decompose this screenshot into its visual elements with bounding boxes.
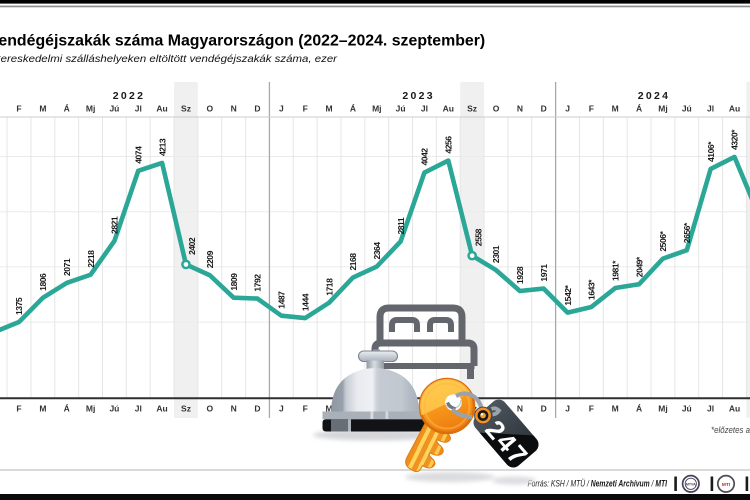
svg-text:N: N <box>517 404 523 414</box>
svg-text:Sz: Sz <box>181 104 191 114</box>
svg-text:Au: Au <box>156 404 167 414</box>
svg-text:Jl: Jl <box>421 104 428 114</box>
svg-text:F: F <box>589 104 594 114</box>
svg-text:Jl: Jl <box>707 404 714 414</box>
svg-text:Jl: Jl <box>135 104 142 114</box>
svg-text:2024: 2024 <box>638 90 671 102</box>
svg-text:J: J <box>565 404 570 414</box>
svg-text:M: M <box>326 404 333 414</box>
svg-text:F: F <box>303 404 308 414</box>
svg-text:A kereskedelmi szálláshelyeken: A kereskedelmi szálláshelyeken eltöltött… <box>0 53 338 65</box>
svg-text:2301: 2301 <box>491 245 501 263</box>
svg-text:2023: 2023 <box>402 90 435 102</box>
svg-text:Mj: Mj <box>86 104 95 114</box>
svg-text:Jú: Jú <box>109 404 119 414</box>
svg-text:N: N <box>231 104 237 114</box>
svg-text:4074: 4074 <box>133 146 143 164</box>
svg-text:1375: 1375 <box>14 297 24 315</box>
svg-text:4106*: 4106* <box>706 141 716 162</box>
svg-text:M: M <box>612 104 619 114</box>
svg-text:2022: 2022 <box>113 90 146 102</box>
svg-text:1643*: 1643* <box>587 279 597 300</box>
svg-text:2168: 2168 <box>348 253 358 271</box>
svg-text:Mj: Mj <box>658 404 667 414</box>
svg-text:Sz: Sz <box>467 104 477 114</box>
svg-text:Au: Au <box>443 104 454 114</box>
svg-text:1981*: 1981* <box>610 260 620 281</box>
svg-text:Á: Á <box>64 104 70 114</box>
svg-text:O: O <box>206 104 213 114</box>
svg-text:J: J <box>279 104 284 114</box>
svg-text:*előzetes adat: *előzetes adat <box>711 425 750 435</box>
svg-text:M: M <box>39 104 46 114</box>
svg-text:Jú: Jú <box>396 104 406 114</box>
svg-text:Á: Á <box>350 104 356 114</box>
svg-text:Au: Au <box>729 404 740 414</box>
svg-text:2049*: 2049* <box>634 256 644 277</box>
svg-text:Forrás: KSH / MTÜ / Nemzeti Ar: Forrás: KSH / MTÜ / Nemzeti Archívum / M… <box>528 479 668 489</box>
svg-text:4042: 4042 <box>420 148 430 166</box>
svg-text:2402: 2402 <box>187 237 197 255</box>
svg-text:Au: Au <box>156 104 167 114</box>
svg-text:J: J <box>279 404 284 414</box>
svg-text:MTVA: MTVA <box>686 482 696 486</box>
svg-text:2364: 2364 <box>372 242 382 260</box>
svg-text:2558: 2558 <box>473 228 483 246</box>
svg-text:1792: 1792 <box>253 274 263 292</box>
svg-text:2506*: 2506* <box>658 230 668 251</box>
svg-text:D: D <box>254 104 260 114</box>
svg-text:F: F <box>16 104 21 114</box>
svg-text:2209: 2209 <box>205 250 215 268</box>
svg-text:4256: 4256 <box>444 136 454 154</box>
svg-text:Vendégéjszakák száma Magyarors: Vendégéjszakák száma Magyarországon (202… <box>0 33 485 50</box>
svg-text:O: O <box>493 104 500 114</box>
svg-text:Jú: Jú <box>682 404 692 414</box>
svg-text:Sz: Sz <box>181 404 191 414</box>
svg-text:Á: Á <box>636 104 642 114</box>
svg-text:Jl: Jl <box>707 104 714 114</box>
svg-text:F: F <box>303 104 308 114</box>
svg-text:4320*: 4320* <box>730 129 740 150</box>
svg-text:Jl: Jl <box>135 404 142 414</box>
svg-text:F: F <box>16 404 21 414</box>
svg-text:1487: 1487 <box>277 291 287 309</box>
svg-text:Á: Á <box>636 404 642 414</box>
svg-text:2821: 2821 <box>110 216 120 234</box>
svg-text:1542*: 1542* <box>563 284 573 305</box>
svg-text:D: D <box>541 104 547 114</box>
svg-text:2218: 2218 <box>86 250 96 268</box>
svg-text:M: M <box>326 104 333 114</box>
svg-text:O: O <box>206 404 213 414</box>
svg-text:1928: 1928 <box>515 266 525 284</box>
svg-text:2811: 2811 <box>396 217 406 234</box>
svg-text:D: D <box>254 404 260 414</box>
svg-text:F: F <box>589 404 594 414</box>
svg-text:1718: 1718 <box>324 278 334 296</box>
svg-text:Mj: Mj <box>658 104 667 114</box>
svg-text:2656*: 2656* <box>682 222 692 243</box>
svg-text:1806: 1806 <box>38 273 48 291</box>
svg-text:N: N <box>517 104 523 114</box>
svg-text:Mj: Mj <box>86 404 95 414</box>
svg-text:Au: Au <box>729 104 740 114</box>
svg-text:4213: 4213 <box>157 138 167 156</box>
svg-text:M: M <box>612 404 619 414</box>
svg-text:1809: 1809 <box>229 273 239 291</box>
svg-text:D: D <box>541 404 547 414</box>
svg-text:Á: Á <box>64 404 70 414</box>
svg-text:Mj: Mj <box>372 104 381 114</box>
svg-text:1444: 1444 <box>300 293 310 311</box>
svg-text:2071: 2071 <box>62 258 72 276</box>
svg-text:1971: 1971 <box>539 264 549 282</box>
svg-text:M: M <box>39 404 46 414</box>
svg-text:Jú: Jú <box>682 104 692 114</box>
svg-text:MTI: MTI <box>722 482 731 488</box>
svg-text:J: J <box>565 104 570 114</box>
svg-text:N: N <box>231 404 237 414</box>
svg-text:Jú: Jú <box>109 104 119 114</box>
